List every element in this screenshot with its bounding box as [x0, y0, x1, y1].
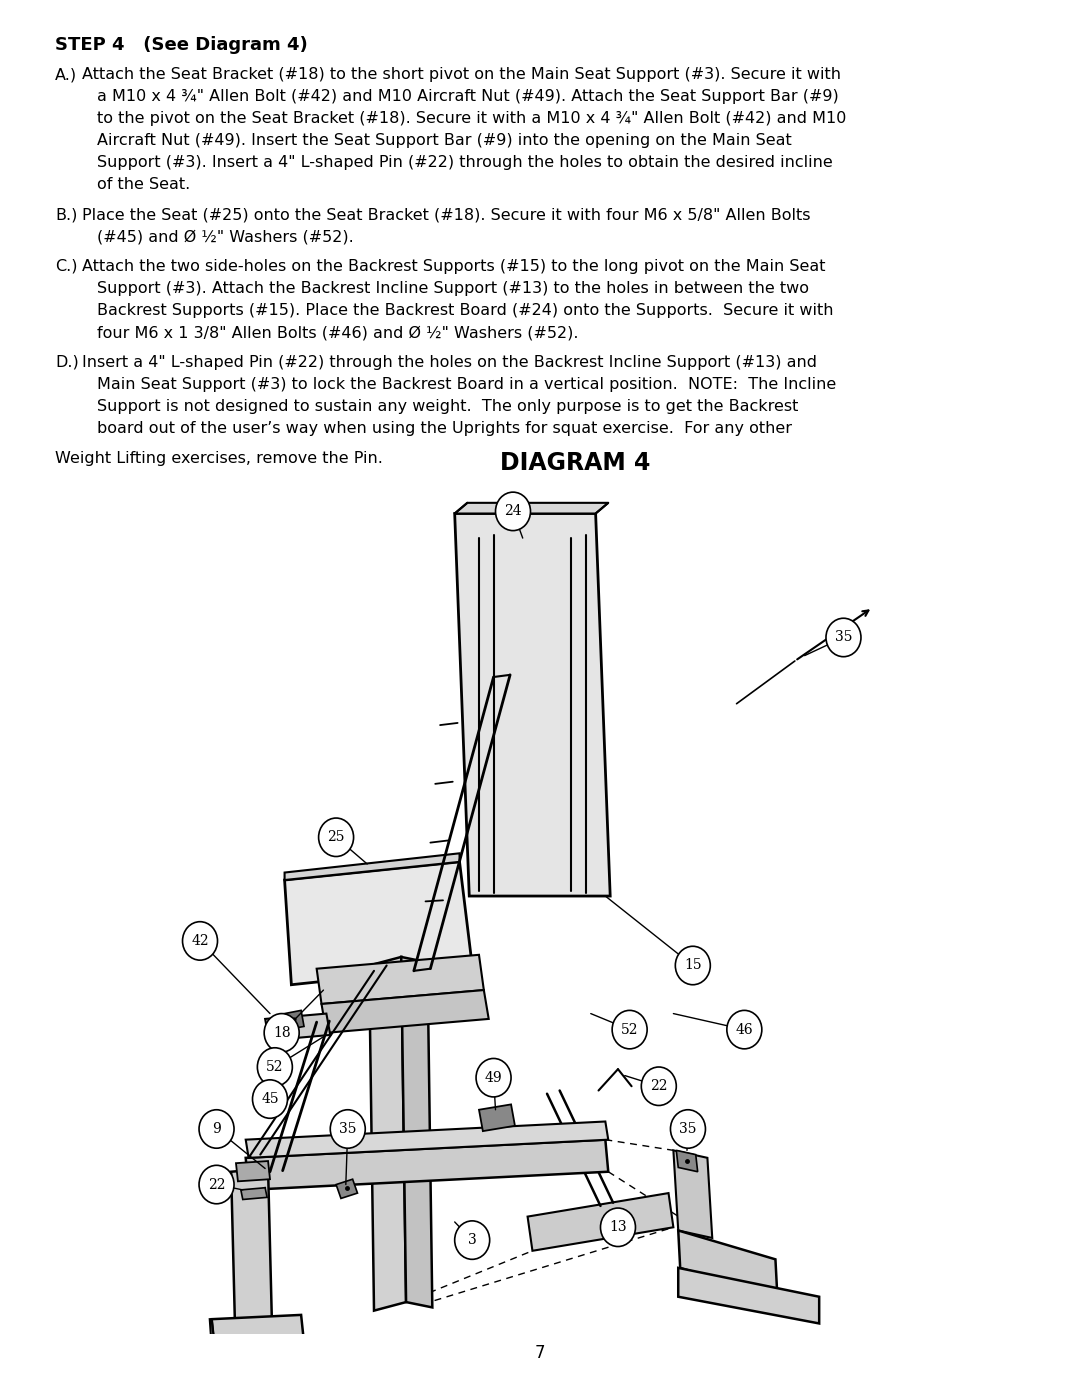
Text: Aircraft Nut (#49). Insert the Seat Support Bar (#9) into the opening on the Mai: Aircraft Nut (#49). Insert the Seat Supp…	[97, 133, 792, 148]
Text: 22: 22	[207, 1178, 226, 1192]
Text: of the Seat.: of the Seat.	[97, 177, 190, 193]
Polygon shape	[246, 1122, 608, 1158]
Text: four M6 x 1 3/8" Allen Bolts (#46) and Ø ½" Washers (#52).: four M6 x 1 3/8" Allen Bolts (#46) and Ø…	[97, 326, 579, 339]
Polygon shape	[266, 1014, 330, 1041]
Text: Main Seat Support (#3) to lock the Backrest Board in a vertical position.  NOTE:: Main Seat Support (#3) to lock the Backr…	[97, 377, 836, 391]
Text: 25: 25	[327, 830, 345, 844]
Polygon shape	[285, 854, 460, 880]
Polygon shape	[322, 990, 488, 1032]
Polygon shape	[480, 1105, 515, 1132]
Circle shape	[671, 1109, 705, 1148]
Text: Support is not designed to sustain any weight.  The only purpose is to get the B: Support is not designed to sustain any w…	[97, 400, 798, 414]
Text: a M10 x 4 ¾" Allen Bolt (#42) and M10 Aircraft Nut (#49). Attach the Seat Suppor: a M10 x 4 ¾" Allen Bolt (#42) and M10 Ai…	[97, 89, 839, 105]
Text: 35: 35	[679, 1122, 697, 1136]
Text: 46: 46	[735, 1023, 753, 1037]
Polygon shape	[527, 1193, 674, 1250]
Polygon shape	[285, 862, 472, 985]
Polygon shape	[369, 957, 406, 1310]
Text: STEP 4   (See Diagram 4): STEP 4 (See Diagram 4)	[55, 36, 308, 54]
Polygon shape	[455, 514, 610, 895]
Text: 13: 13	[609, 1221, 626, 1235]
Circle shape	[642, 1067, 676, 1105]
Circle shape	[476, 1059, 511, 1097]
Polygon shape	[678, 1268, 819, 1323]
Text: (#45) and Ø ½" Washers (#52).: (#45) and Ø ½" Washers (#52).	[97, 229, 354, 244]
Circle shape	[257, 1048, 293, 1087]
Circle shape	[183, 922, 217, 960]
Text: board out of the user’s way when using the Uprights for squat exercise.  For any: board out of the user’s way when using t…	[97, 420, 792, 436]
Polygon shape	[231, 1168, 272, 1327]
Text: B.): B.)	[55, 207, 78, 222]
Circle shape	[265, 1014, 299, 1052]
Circle shape	[826, 619, 861, 657]
Text: Insert a 4" L-shaped Pin (#22) through the holes on the Backrest Incline Support: Insert a 4" L-shaped Pin (#22) through t…	[82, 355, 816, 370]
Polygon shape	[246, 1140, 608, 1190]
Polygon shape	[241, 1187, 267, 1200]
Text: Support (#3). Attach the Backrest Incline Support (#13) to the holes in between : Support (#3). Attach the Backrest Inclin…	[97, 281, 809, 296]
Polygon shape	[336, 1179, 357, 1199]
Text: 35: 35	[835, 630, 852, 644]
Circle shape	[330, 1109, 365, 1148]
Text: Attach the Seat Bracket (#18) to the short pivot on the Main Seat Support (#3). : Attach the Seat Bracket (#18) to the sho…	[82, 67, 841, 82]
Text: C.): C.)	[55, 258, 78, 274]
Polygon shape	[678, 1231, 778, 1296]
Text: 52: 52	[266, 1060, 284, 1074]
Polygon shape	[316, 954, 484, 1004]
Polygon shape	[212, 1315, 305, 1347]
Text: 9: 9	[212, 1122, 221, 1136]
Text: 35: 35	[339, 1122, 356, 1136]
Circle shape	[675, 946, 711, 985]
Polygon shape	[285, 1010, 305, 1030]
Text: 15: 15	[684, 958, 702, 972]
Text: 24: 24	[504, 504, 522, 518]
Polygon shape	[676, 1150, 698, 1172]
Text: 7: 7	[535, 1344, 545, 1362]
Circle shape	[199, 1109, 234, 1148]
Text: to the pivot on the Seat Bracket (#18). Secure it with a M10 x 4 ¾" Allen Bolt (: to the pivot on the Seat Bracket (#18). …	[97, 112, 847, 126]
Circle shape	[496, 492, 530, 531]
Text: Attach the two side-holes on the Backrest Supports (#15) to the long pivot on th: Attach the two side-holes on the Backres…	[82, 258, 825, 274]
Text: Place the Seat (#25) onto the Seat Bracket (#18). Secure it with four M6 x 5/8" : Place the Seat (#25) onto the Seat Brack…	[82, 207, 810, 222]
Text: 45: 45	[261, 1092, 279, 1106]
Circle shape	[199, 1165, 234, 1204]
Text: Backrest Supports (#15). Place the Backrest Board (#24) onto the Supports.  Secu: Backrest Supports (#15). Place the Backr…	[97, 303, 834, 319]
Text: D.): D.)	[55, 355, 79, 370]
Text: 18: 18	[273, 1025, 291, 1039]
Text: Weight Lifting exercises, remove the Pin.: Weight Lifting exercises, remove the Pin…	[55, 451, 383, 465]
Text: 52: 52	[621, 1023, 638, 1037]
Circle shape	[612, 1010, 647, 1049]
Polygon shape	[674, 1150, 712, 1238]
Circle shape	[455, 1221, 489, 1259]
Polygon shape	[455, 503, 608, 514]
Polygon shape	[402, 957, 432, 1308]
Text: 22: 22	[650, 1080, 667, 1094]
Text: 49: 49	[485, 1070, 502, 1084]
Text: DIAGRAM 4: DIAGRAM 4	[500, 451, 650, 475]
Text: 3: 3	[468, 1234, 476, 1248]
Polygon shape	[210, 1319, 215, 1347]
Text: Support (#3). Insert a 4" L-shaped Pin (#22) through the holes to obtain the des: Support (#3). Insert a 4" L-shaped Pin (…	[97, 155, 833, 170]
Polygon shape	[235, 1161, 270, 1182]
Circle shape	[319, 819, 353, 856]
Circle shape	[727, 1010, 761, 1049]
Circle shape	[600, 1208, 635, 1246]
Text: A.): A.)	[55, 67, 77, 82]
Circle shape	[253, 1080, 287, 1118]
Text: 42: 42	[191, 935, 208, 949]
